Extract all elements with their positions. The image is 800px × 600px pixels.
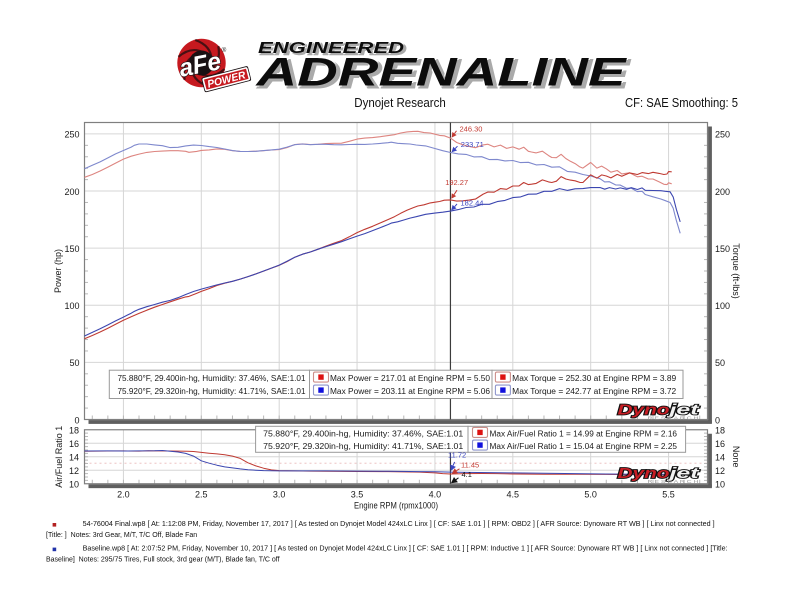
svg-text:4.5: 4.5 [507,490,520,500]
svg-text:3.0: 3.0 [273,490,286,500]
svg-text:54-76004 Final.wp8 [ At: 1:12:: 54-76004 Final.wp8 [ At: 1:12:08 PM, Fri… [83,521,715,528]
svg-text:100: 100 [64,301,79,311]
svg-text:18: 18 [715,426,725,436]
svg-text:12: 12 [715,466,725,476]
svg-text:5.5: 5.5 [662,490,675,500]
svg-text:75.920°F, 29.320in-hg, Humidit: 75.920°F, 29.320in-hg, Humidity: 41.71%,… [118,387,307,396]
svg-text:14: 14 [69,453,79,463]
svg-text:4.1: 4.1 [462,470,472,479]
svg-text:200: 200 [64,187,79,197]
svg-text:jet: jet [666,466,700,482]
svg-text:Dyno: Dyno [618,403,670,419]
svg-text:75.880°F, 29.400in-hg, Humidit: 75.880°F, 29.400in-hg, Humidity: 37.46%,… [118,374,307,383]
svg-text:10: 10 [69,480,79,490]
svg-text:4.0: 4.0 [429,490,442,500]
svg-text:192.27: 192.27 [445,178,468,187]
svg-text:ENGINEERED: ENGINEERED [258,40,404,57]
svg-text:Baseline] Notes: 295/75 Tires: Baseline] Notes: 295/75 Tires, Full stoc… [46,557,280,564]
svg-text:0: 0 [715,415,720,425]
svg-text:233.71: 233.71 [461,140,484,149]
svg-text:18: 18 [69,426,79,436]
svg-text:®: ® [222,46,227,54]
svg-text:Baseline.wp8 [ At: 2:07:52 PM,: Baseline.wp8 [ At: 2:07:52 PM, Friday, N… [83,546,728,553]
svg-text:Max Air/Fuel Ratio 1 = 15.04 a: Max Air/Fuel Ratio 1 = 15.04 at Engine R… [490,442,678,451]
svg-text:R E S E A R C H: R E S E A R C H [648,416,699,421]
svg-text:75.920°F, 29.320in-hg, Humidit: 75.920°F, 29.320in-hg, Humidity: 41.71%,… [263,442,464,451]
svg-text:11.45: 11.45 [461,460,479,469]
svg-text:Max Power = 203.11 at Engine R: Max Power = 203.11 at Engine RPM = 5.06 [330,387,491,396]
svg-text:R E S E A R C H: R E S E A R C H [648,479,699,484]
svg-text:16: 16 [715,439,725,449]
svg-text:[Title: ] Notes: 3rd Gear, M/: [Title: ] Notes: 3rd Gear, M/T, T/C Off,… [46,532,197,539]
svg-text:Max Power = 217.01 at Engine R: Max Power = 217.01 at Engine RPM = 5.50 [330,374,491,383]
svg-text:jet: jet [666,403,700,419]
svg-text:12: 12 [69,466,79,476]
svg-text:2.0: 2.0 [117,490,130,500]
svg-text:16: 16 [69,439,79,449]
svg-text:Max Torque = 252.30 at Engine: Max Torque = 252.30 at Engine RPM = 3.89 [512,374,677,383]
svg-text:250: 250 [715,130,730,140]
svg-text:5.0: 5.0 [584,490,597,500]
svg-text:None: None [731,446,741,468]
svg-text:3.5: 3.5 [351,490,364,500]
svg-text:50: 50 [715,358,725,368]
svg-text:100: 100 [715,301,730,311]
svg-text:Air/Fuel Ratio 1: Air/Fuel Ratio 1 [54,426,64,488]
svg-text:50: 50 [69,358,79,368]
svg-text:14: 14 [715,453,725,463]
svg-text:75.880°F, 29.400in-hg, Humidit: 75.880°F, 29.400in-hg, Humidity: 37.46%,… [263,429,464,438]
svg-text:ADRENALINE: ADRENALINE [255,51,627,95]
svg-text:2.5: 2.5 [195,490,208,500]
svg-text:CF: SAE Smoothing: 5: CF: SAE Smoothing: 5 [625,95,738,110]
svg-text:200: 200 [715,187,730,197]
svg-text:182.44: 182.44 [461,199,484,208]
svg-text:Max Torque = 242.77 at Engine: Max Torque = 242.77 at Engine RPM = 3.72 [512,387,677,396]
svg-text:246.30: 246.30 [460,125,483,134]
svg-text:250: 250 [64,130,79,140]
svg-text:0: 0 [74,415,79,425]
svg-text:11.72: 11.72 [448,451,466,460]
svg-text:Max Air/Fuel Ratio 1 = 14.99 a: Max Air/Fuel Ratio 1 = 14.99 at Engine R… [490,429,678,438]
svg-text:Torque (ft-lbs): Torque (ft-lbs) [731,243,741,299]
svg-text:Engine RPM (rpmx1000): Engine RPM (rpmx1000) [354,501,438,511]
svg-text:150: 150 [64,244,79,254]
svg-text:Dyno: Dyno [618,466,670,482]
svg-text:Power (hp): Power (hp) [53,249,63,293]
svg-text:150: 150 [715,244,730,254]
svg-text:10: 10 [715,480,725,490]
svg-text:Dynojet Research: Dynojet Research [354,95,446,110]
